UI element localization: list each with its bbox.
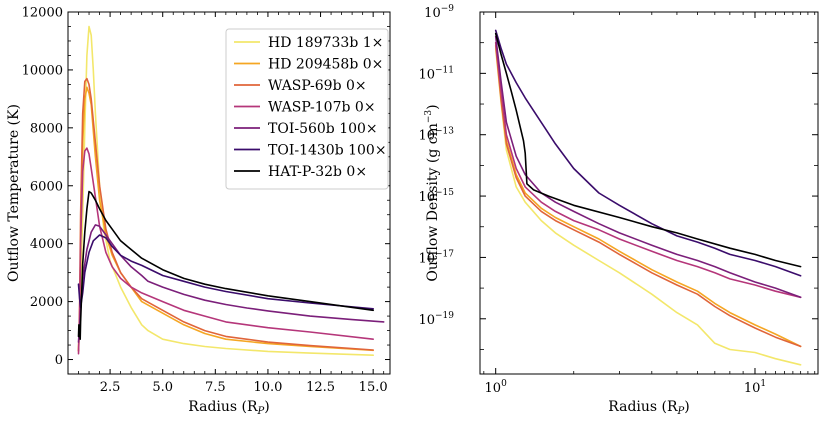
y-tick-label: 4000 bbox=[30, 237, 63, 252]
legend-label: TOI-560b 100× bbox=[268, 121, 378, 137]
density-line-2 bbox=[494, 44, 802, 348]
x-tick-label: 5.0 bbox=[152, 380, 173, 395]
x-tick-label: 2.5 bbox=[100, 380, 121, 395]
temperature-plot-frame bbox=[67, 11, 391, 375]
x-tick-label: 12.5 bbox=[306, 380, 335, 395]
legend-label: WASP-107b 0× bbox=[268, 100, 376, 116]
y-tick-label: 0 bbox=[55, 353, 63, 368]
temperature-line-3 bbox=[77, 147, 374, 355]
y-tick-label: 10−17 bbox=[418, 249, 454, 266]
density-x-axis-label: Radius (RP) bbox=[608, 399, 690, 417]
temperature-line-5 bbox=[77, 234, 374, 310]
legend-label: HD 189733b 1× bbox=[268, 35, 383, 51]
y-tick-label: 8000 bbox=[30, 121, 63, 136]
legend: HD 189733b 1× HD 209458b 0× WASP-69b 0× WAS… bbox=[225, 28, 389, 190]
legend-label: HAT-P-32b 0× bbox=[268, 164, 367, 180]
y-tick-label: 10−19 bbox=[418, 311, 454, 328]
x-tick-label: 101 bbox=[744, 379, 766, 396]
legend-label: WASP-69b 0× bbox=[268, 78, 367, 94]
legend-label: HD 209458b 0× bbox=[268, 57, 383, 73]
density-y-axis-label: Outflow Density (g cm−3) bbox=[424, 104, 441, 281]
density-plot-frame bbox=[479, 11, 819, 375]
temperature-line-0 bbox=[77, 25, 374, 356]
y-tick-label: 12000 bbox=[22, 6, 63, 21]
x-tick-label: 15.0 bbox=[359, 380, 388, 395]
temperature-line-2 bbox=[77, 77, 374, 352]
temperature-line-6 bbox=[77, 190, 374, 340]
y-tick-label: 10000 bbox=[22, 63, 63, 78]
density-line-6 bbox=[494, 32, 802, 268]
y-tick-label: 2000 bbox=[30, 295, 63, 310]
temperature-y-axis-label: Outflow Temperature (K) bbox=[6, 104, 22, 282]
density-panel: 100 101 10−19 10−17 10−15 10−13 10−11 10−9 Radiu… bbox=[418, 4, 819, 417]
x-tick-label: 10.0 bbox=[253, 380, 282, 395]
y-tick-label: 10−15 bbox=[418, 188, 454, 205]
density-line-1 bbox=[494, 41, 802, 348]
y-tick-label: 10−11 bbox=[418, 65, 454, 82]
x-tick-label: 100 bbox=[485, 379, 508, 396]
y-tick-label: 10−13 bbox=[418, 127, 454, 144]
density-line-3 bbox=[494, 41, 802, 299]
x-tick-label: 7.5 bbox=[205, 380, 226, 395]
legend-label: TOI-1430b 100× bbox=[268, 143, 387, 159]
temperature-x-axis-label: Radius (RP) bbox=[188, 399, 270, 417]
temperature-line-1 bbox=[77, 86, 374, 352]
y-tick-label: 6000 bbox=[30, 179, 63, 194]
density-line-0 bbox=[494, 48, 802, 366]
density-line-4 bbox=[494, 35, 802, 299]
legend-box bbox=[225, 28, 389, 190]
temperature-panel: 2.5 5.0 7.5 10.0 12.5 15.0 0 2000 4000 6000 8000 10… bbox=[6, 6, 391, 417]
density-line-5 bbox=[494, 29, 802, 277]
temperature-line-4 bbox=[77, 224, 385, 343]
y-tick-label: 10−9 bbox=[424, 4, 454, 21]
